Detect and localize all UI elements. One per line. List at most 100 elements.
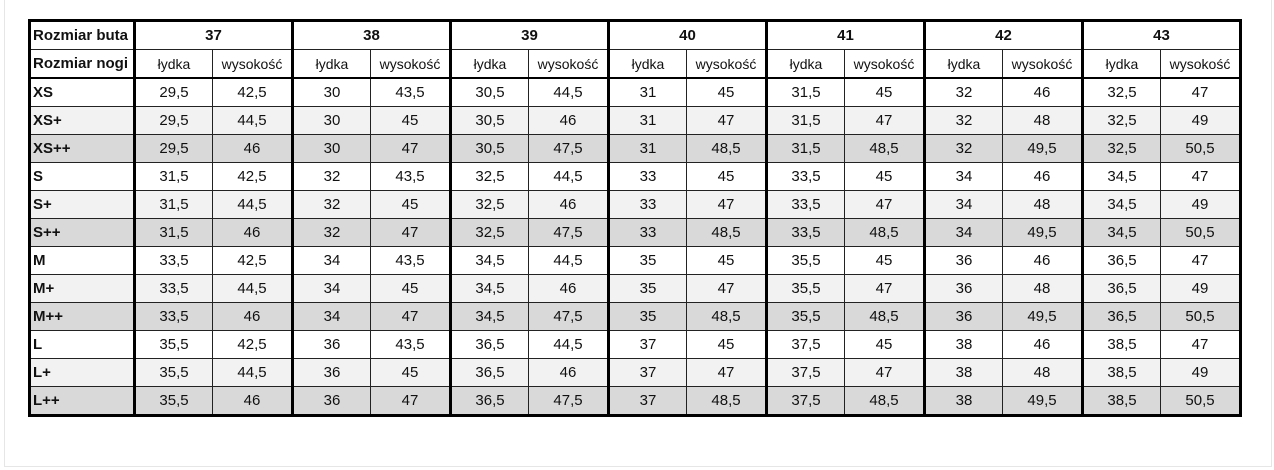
calf-value-cell: 30,5 [449,77,529,107]
height-value-cell: 46 [212,134,293,163]
leg-size-cell: M [29,246,136,275]
calf-value-cell: 37,5 [765,386,845,416]
calf-value-cell: 38 [923,330,1003,359]
calf-value-cell: 31 [607,106,687,135]
leg-size-cell: M++ [29,302,136,331]
calf-value-cell: 36 [923,246,1003,275]
height-value-cell: 49 [1160,106,1241,135]
height-value-cell: 43,5 [370,246,451,275]
size-chart-table: Rozmiar buta 37 38 39 40 41 42 43 Rozmiar nogi ły… [28,19,1242,417]
height-value-cell: 47 [844,274,925,303]
calf-value-cell: 30,5 [449,106,529,135]
height-value-cell: 47 [370,386,451,416]
calf-value-cell: 38,5 [1081,358,1161,387]
height-value-cell: 45 [686,246,767,275]
calf-value-cell: 32 [923,77,1003,107]
height-value-cell: 49,5 [1002,134,1083,163]
height-value-cell: 44,5 [528,246,609,275]
height-header: wysokość [1002,49,1083,79]
height-value-cell: 46 [528,358,609,387]
calf-value-cell: 36 [923,274,1003,303]
height-value-cell: 48,5 [686,386,767,416]
calf-value-cell: 32,5 [1081,77,1161,107]
calf-value-cell: 32 [923,134,1003,163]
calf-value-cell: 32 [291,162,371,191]
calf-value-cell: 37 [607,330,687,359]
leg-size-cell: S++ [29,218,136,247]
height-value-cell: 47 [1160,77,1241,107]
height-value-cell: 49 [1160,274,1241,303]
table-row: XS 29,5 42,5 30 43,5 30,5 44,5 31 45 31,5 45 32 46 32… [29,77,1241,107]
calf-value-cell: 34 [291,246,371,275]
calf-value-cell: 38,5 [1081,330,1161,359]
shoe-size-header: 42 [923,20,1083,50]
height-value-cell: 46 [212,218,293,247]
calf-value-cell: 34 [923,190,1003,219]
calf-value-cell: 34 [923,218,1003,247]
calf-value-cell: 31,5 [133,190,213,219]
calf-value-cell: 30 [291,106,371,135]
height-value-cell: 48 [1002,358,1083,387]
calf-value-cell: 33 [607,190,687,219]
leg-size-cell: XS [29,77,136,107]
height-value-cell: 46 [528,274,609,303]
calf-value-cell: 30,5 [449,134,529,163]
height-value-cell: 46 [1002,330,1083,359]
shoe-size-header: 39 [449,20,609,50]
leg-size-cell: L+ [29,358,136,387]
calf-value-cell: 37 [607,358,687,387]
calf-header: łydka [923,49,1003,79]
height-value-cell: 46 [212,386,293,416]
height-value-cell: 44,5 [212,190,293,219]
calf-value-cell: 35 [607,246,687,275]
height-value-cell: 47 [370,302,451,331]
page-frame [4,0,1272,467]
calf-value-cell: 31,5 [765,106,845,135]
height-value-cell: 50,5 [1160,302,1241,331]
table-row: M++ 33,5 46 34 47 34,5 47,5 35 48,5 35,5 48,5 36 49,… [29,302,1241,331]
calf-value-cell: 34,5 [449,246,529,275]
height-value-cell: 44,5 [528,77,609,107]
height-value-cell: 48,5 [844,302,925,331]
table-row: M+ 33,5 44,5 34 45 34,5 46 35 47 35,5 47 36 48 36,5 49 [29,274,1241,303]
height-value-cell: 47 [1160,246,1241,275]
calf-value-cell: 33 [607,162,687,191]
height-value-cell: 48,5 [686,134,767,163]
height-value-cell: 50,5 [1160,218,1241,247]
calf-value-cell: 32 [291,190,371,219]
calf-value-cell: 33,5 [765,162,845,191]
calf-value-cell: 33,5 [133,246,213,275]
header-row-shoe-sizes: Rozmiar buta 37 38 39 40 41 42 43 [29,20,1241,50]
height-value-cell: 43,5 [370,330,451,359]
calf-value-cell: 36,5 [1081,246,1161,275]
shoe-size-header: 43 [1081,20,1241,50]
height-value-cell: 46 [212,302,293,331]
shoe-size-label: Rozmiar buta [29,20,136,50]
leg-size-cell: S+ [29,190,136,219]
calf-value-cell: 33,5 [765,218,845,247]
calf-value-cell: 31 [607,134,687,163]
height-value-cell: 42,5 [212,246,293,275]
height-value-cell: 49,5 [1002,302,1083,331]
shoe-size-header: 41 [765,20,925,50]
calf-value-cell: 29,5 [133,77,213,107]
calf-value-cell: 30 [291,134,371,163]
height-value-cell: 45 [844,330,925,359]
height-value-cell: 47 [686,274,767,303]
shoe-size-header: 38 [291,20,451,50]
height-value-cell: 42,5 [212,162,293,191]
calf-value-cell: 34,5 [449,274,529,303]
height-value-cell: 48,5 [686,302,767,331]
calf-value-cell: 31,5 [765,134,845,163]
height-value-cell: 46 [1002,162,1083,191]
calf-value-cell: 36,5 [1081,274,1161,303]
calf-value-cell: 31,5 [765,77,845,107]
table-row: L 35,5 42,5 36 43,5 36,5 44,5 37 45 37,5 45 38 46 38,… [29,330,1241,359]
calf-value-cell: 35,5 [133,358,213,387]
shoe-size-header: 40 [607,20,767,50]
calf-value-cell: 33,5 [133,274,213,303]
calf-value-cell: 36 [923,302,1003,331]
height-value-cell: 50,5 [1160,386,1241,416]
height-value-cell: 44,5 [212,358,293,387]
calf-value-cell: 32,5 [1081,134,1161,163]
